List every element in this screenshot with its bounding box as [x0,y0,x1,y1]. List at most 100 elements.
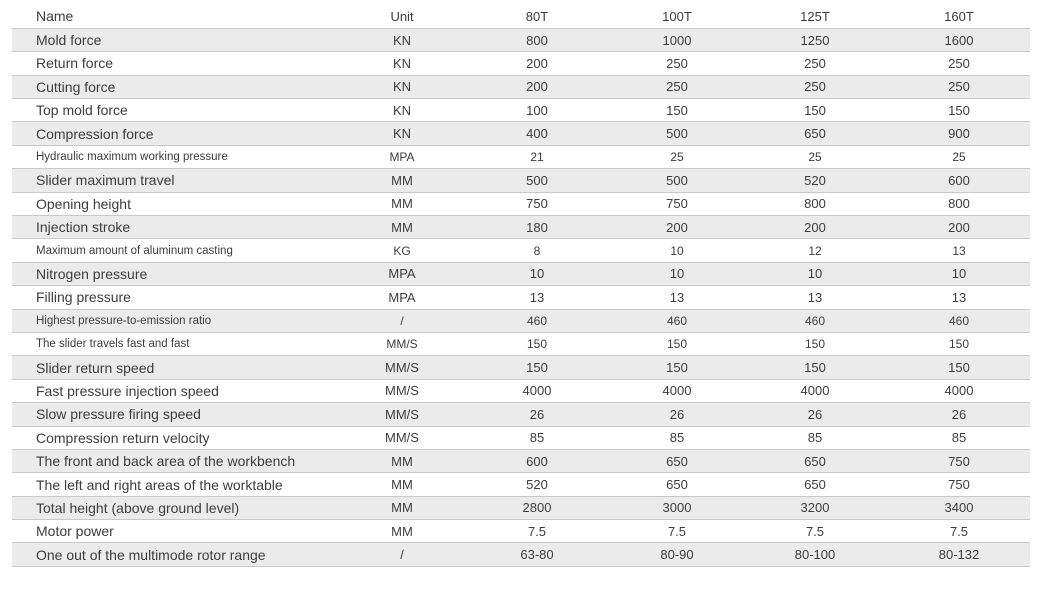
row-value-cell: 1600 [888,28,1030,53]
table-body: Mold force KN 800 1000 1250 1600 Return force K… [12,28,1030,567]
row-name-cell: Compression force [12,121,342,146]
row-value-cell: 150 [742,98,888,123]
row-value-cell: 460 [462,309,612,333]
table-row: Hydraulic maximum working pressure MPA 21 2… [12,145,1030,170]
row-name-cell: Mold force [12,28,342,53]
row-value-cell: 10 [888,262,1030,287]
table-row: Motor power MM 7.5 7.5 7.5 7.5 [12,519,1030,544]
row-value-cell: 7.5 [462,519,612,544]
table-row: Filling pressure MPA 13 13 13 13 [12,285,1030,310]
row-value-cell: 150 [888,355,1030,380]
machine-spec-table-container: Name Unit 80T 100T 125T 160T Mold force K… [12,5,1030,567]
row-value-cell: 520 [742,168,888,193]
row-value-cell: 750 [888,449,1030,474]
row-value-cell: 600 [462,449,612,474]
row-value-cell: 650 [612,449,742,474]
row-value-cell: 200 [888,215,1030,240]
row-value-cell: 85 [612,426,742,450]
row-value-cell: 10 [612,262,742,287]
row-value-cell: 750 [888,472,1030,497]
table-row: The left and right areas of the worktabl… [12,472,1030,497]
row-unit-cell: KN [342,121,462,146]
row-value-cell: 150 [742,355,888,380]
row-value-cell: 460 [612,309,742,333]
row-value-cell: 460 [742,309,888,333]
row-value-cell: 200 [462,75,612,100]
row-value-cell: 2800 [462,496,612,521]
table-row: Maximum amount of aluminum casting KG 8 10 1… [12,238,1030,263]
row-value-cell: 250 [888,51,1030,76]
row-value-cell: 150 [612,355,742,380]
row-unit-cell: KN [342,75,462,100]
row-name-cell: Slow pressure firing speed [12,402,342,427]
row-unit-cell: MPA [342,285,462,310]
row-value-cell: 800 [462,28,612,53]
row-value-cell: 4000 [612,379,742,404]
row-unit-cell: MM/S [342,379,462,404]
row-value-cell: 150 [462,355,612,380]
column-header-unit: Unit [342,5,462,29]
machine-spec-table: Name Unit 80T 100T 125T 160T Mold force K… [12,5,1030,567]
table-row: Return force KN 200 250 250 250 [12,51,1030,76]
row-value-cell: 85 [742,426,888,450]
table-row: Compression force KN 400 500 650 900 [12,121,1030,146]
row-value-cell: 800 [742,192,888,217]
row-unit-cell: / [342,309,462,333]
table-row: The slider travels fast and fast MM/S 150 1… [12,332,1030,357]
row-value-cell: 21 [462,145,612,170]
row-value-cell: 800 [888,192,1030,217]
row-value-cell: 13 [742,285,888,310]
row-unit-cell: MM [342,449,462,474]
row-value-cell: 26 [888,402,1030,427]
row-value-cell: 1250 [742,28,888,53]
row-value-cell: 650 [742,121,888,146]
row-value-cell: 25 [612,145,742,170]
row-value-cell: 4000 [888,379,1030,404]
row-value-cell: 8 [462,238,612,263]
row-name-cell: The left and right areas of the worktabl… [12,472,342,497]
row-name-cell: Injection stroke [12,215,342,240]
row-value-cell: 13 [612,285,742,310]
row-value-cell: 3200 [742,496,888,521]
table-row: Opening height MM 750 750 800 800 [12,192,1030,217]
row-value-cell: 150 [888,98,1030,123]
row-value-cell: 13 [462,285,612,310]
row-value-cell: 150 [612,332,742,357]
row-unit-cell: MM [342,192,462,217]
table-row: Slider maximum travel MM 500 500 520 600 [12,168,1030,193]
row-value-cell: 26 [742,402,888,427]
row-value-cell: 3000 [612,496,742,521]
table-row: Slow pressure firing speed MM/S 26 26 26 26 [12,402,1030,427]
row-value-cell: 250 [612,51,742,76]
row-value-cell: 26 [612,402,742,427]
table-row: Nitrogen pressure MPA 10 10 10 10 [12,262,1030,287]
row-value-cell: 520 [462,472,612,497]
row-name-cell: Filling pressure [12,285,342,310]
row-name-cell: Nitrogen pressure [12,262,342,287]
row-value-cell: 85 [462,426,612,450]
row-value-cell: 750 [612,192,742,217]
row-unit-cell: MM [342,168,462,193]
row-value-cell: 7.5 [742,519,888,544]
row-value-cell: 180 [462,215,612,240]
table-row: One out of the multimode rotor range/63-… [12,542,1030,567]
table-row: Mold force KN 800 1000 1250 1600 [12,28,1030,53]
row-unit-cell: MM/S [342,332,462,357]
row-value-cell: 250 [888,75,1030,100]
row-value-cell: 7.5 [612,519,742,544]
row-name-cell: Compression return velocity [12,426,342,450]
row-value-cell: 250 [742,75,888,100]
row-name-cell: Fast pressure injection speed [12,379,342,404]
row-value-cell: 80-132 [888,542,1030,567]
row-value-cell: 3400 [888,496,1030,521]
row-value-cell: 200 [462,51,612,76]
row-value-cell: 4000 [462,379,612,404]
table-row: Compression return velocity MM/S 85 85 85 85 [12,426,1030,450]
row-name-cell: Highest pressure-to-emission ratio [12,309,342,333]
row-value-cell: 460 [888,309,1030,333]
row-value-cell: 500 [612,121,742,146]
row-value-cell: 4000 [742,379,888,404]
row-name-cell: Return force [12,51,342,76]
row-name-cell: Opening height [12,192,342,217]
row-name-cell: Total height (above ground level) [12,496,342,521]
